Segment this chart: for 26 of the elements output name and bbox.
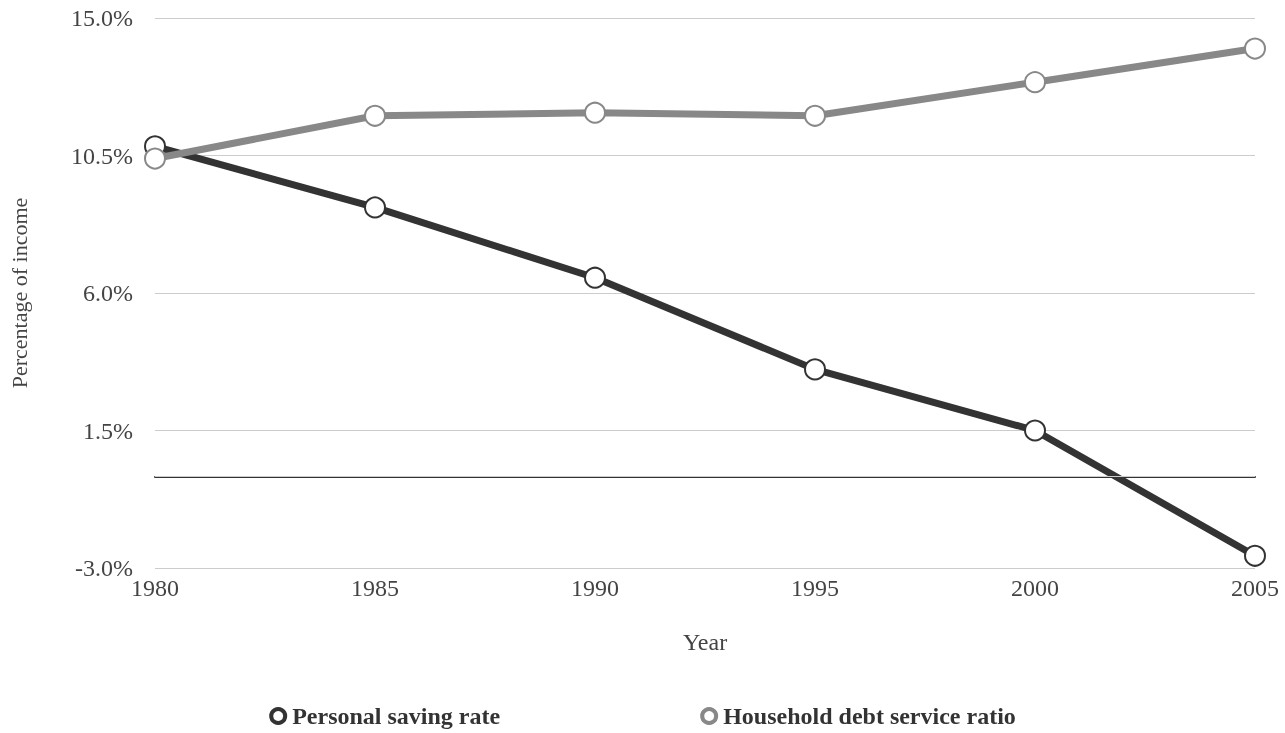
x-tick-label: 2005 (1231, 575, 1279, 601)
point (1024, 71, 1046, 94)
x-tick-label: 1995 (791, 575, 839, 601)
x-tick-label: 1980 (131, 575, 179, 601)
y-tick-label: 10.5% (71, 142, 133, 169)
legend-label: Personal saving rate (292, 703, 501, 729)
point (1244, 37, 1266, 60)
x-axis-title: Year (682, 629, 728, 655)
x-tick-label: 1985 (351, 575, 399, 601)
point (364, 104, 386, 127)
point (1244, 544, 1266, 567)
point (584, 101, 606, 124)
point (144, 147, 166, 170)
y-tick-label: 1.5% (83, 417, 133, 444)
y-axis-title: Percentage of income (6, 197, 32, 389)
point (1024, 419, 1046, 442)
x-tick-label: 2000 (1011, 575, 1059, 601)
point (804, 104, 826, 127)
point (804, 358, 826, 381)
y-tick-label: 15.0% (71, 5, 133, 31)
y-tick-label: 6.0% (83, 280, 133, 306)
legend-label: Household debt service ratio (723, 703, 1016, 729)
point (364, 196, 386, 219)
y-tick-label: -3.0% (75, 555, 134, 581)
point (584, 266, 606, 289)
x-tick-label: 1990 (571, 575, 619, 601)
